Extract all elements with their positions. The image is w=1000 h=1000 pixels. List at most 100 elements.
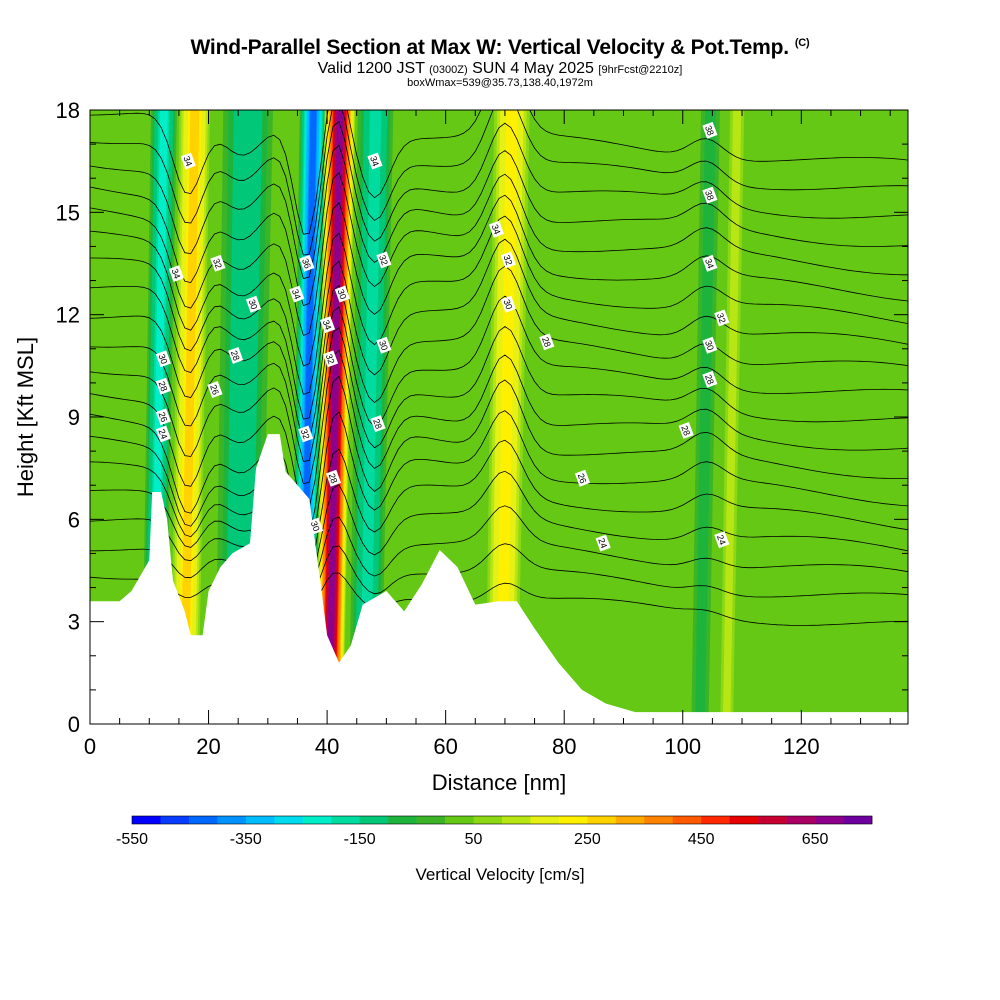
- contour-label-text: 28: [327, 472, 340, 485]
- contour-label-text: 34: [490, 223, 503, 236]
- contour-label-text: 34: [321, 318, 334, 331]
- contour-label-bg: [702, 370, 718, 388]
- contour-label-bg: [500, 295, 516, 313]
- contour-label-bg: [155, 425, 171, 443]
- contour-label-bg: [714, 531, 730, 549]
- colorbar-swatch-17: [615, 816, 645, 824]
- colorbar-swatch-19: [672, 816, 702, 824]
- contour-label-bg: [168, 265, 184, 282]
- y-tick-label: 6: [68, 507, 80, 532]
- contour-label-bg: [289, 285, 305, 303]
- contour-label-bg: [702, 336, 718, 354]
- colorbar-swatch-9: [388, 816, 417, 824]
- contour-label-21: 28: [370, 415, 386, 433]
- theta-contour-line-2: [90, 505, 908, 593]
- colorbar-swatch-3: [217, 816, 247, 824]
- velocity-band-8-level-1: [722, 110, 742, 724]
- y-axis-label: Height [Kft MSL]: [13, 337, 38, 497]
- colorbar-swatch-18: [644, 816, 674, 824]
- contour-label-text: 28: [540, 336, 553, 349]
- theta-contour-line-11: [90, 238, 908, 420]
- colorbar-swatch-2: [188, 816, 218, 824]
- contour-label-26: 26: [574, 469, 591, 487]
- colorbar-swatch-20: [701, 816, 730, 824]
- contour-label-bg: [228, 346, 244, 364]
- contour-label-8: 26: [155, 408, 171, 426]
- contour-label-text: 34: [169, 267, 182, 280]
- colorbar-swatch-24: [815, 816, 844, 824]
- contour-label-text: 24: [715, 533, 728, 546]
- theta-contour-line-8: [90, 326, 908, 485]
- terrain-mask: [90, 434, 908, 724]
- contour-label-6: 30: [155, 350, 171, 368]
- contour-label-bg: [245, 295, 262, 313]
- colorbar-swatch-0: [132, 816, 161, 824]
- contour-label-text: 28: [156, 380, 169, 393]
- x-tick-label: 40: [315, 734, 339, 759]
- contour-label-22: 34: [488, 220, 505, 238]
- contour-label-text: 34: [368, 155, 381, 168]
- contour-label-bg: [367, 152, 383, 170]
- contour-label-bg: [702, 254, 718, 272]
- contour-label-bg: [325, 469, 342, 487]
- contour-label-10: 36: [299, 254, 315, 272]
- y-tick-label: 15: [56, 200, 80, 225]
- contour-label-text: 34: [290, 288, 303, 301]
- colorbar-swatch-14: [530, 816, 560, 824]
- contour-label-19: 32: [376, 251, 392, 269]
- theta-contour-line-16: [90, 120, 908, 280]
- contour-label-text: 28: [371, 417, 384, 430]
- contour-label-bg: [298, 425, 314, 443]
- contour-label-16: 28: [325, 469, 342, 487]
- contour-label-text: 30: [703, 339, 716, 352]
- contour-label-30: 34: [702, 254, 718, 272]
- colorbar-frame: [131, 815, 873, 825]
- contour-label-7: 28: [155, 377, 171, 395]
- colorbar-swatch-25: [843, 816, 873, 824]
- contour-label-35: 24: [714, 531, 730, 549]
- y-tick-label: 18: [56, 98, 80, 123]
- theta-contour-line-13: [90, 194, 908, 367]
- contour-label-text: 24: [156, 428, 169, 441]
- contour-label-15: 32: [298, 425, 314, 443]
- colorbar-tick-label: 450: [688, 831, 715, 848]
- contour-label-bg: [155, 350, 171, 368]
- theta-contour-line-4: [90, 439, 908, 572]
- theta-contour-line-18: [90, 110, 908, 235]
- contour-label-bg: [323, 350, 339, 368]
- contour-label-text: 24: [596, 537, 609, 550]
- contour-label-27: 24: [595, 534, 611, 552]
- contour-label-33: 28: [702, 370, 718, 388]
- x-tick-label: 60: [433, 734, 457, 759]
- y-tick-label: 0: [68, 712, 80, 737]
- colorbar-swatch-10: [416, 816, 446, 824]
- contour-label-text: 38: [703, 124, 716, 137]
- colorbar-swatch-7: [331, 816, 360, 824]
- x-axis-label: Distance [nm]: [432, 770, 567, 795]
- contour-label-bg: [180, 152, 196, 170]
- theta-contour-line-17: [90, 110, 908, 256]
- contour-label-20: 30: [376, 336, 392, 354]
- theta-contour-line-7: [90, 349, 908, 510]
- contour-label-bg: [376, 251, 392, 269]
- chart-title: Wind-Parallel Section at Max W: Vertical…: [0, 36, 1000, 60]
- x-tick-label: 120: [783, 734, 820, 759]
- contour-label-34: 28: [678, 421, 694, 439]
- theta-contour-line-3: [90, 470, 908, 584]
- contour-label-2: 32: [210, 254, 226, 272]
- contour-label-text: 30: [335, 288, 348, 301]
- contour-label-text: 34: [181, 155, 194, 168]
- contour-label-text: 36: [300, 257, 313, 270]
- contour-label-text: 38: [703, 189, 716, 202]
- box-info: boxWmax=539@35.73,138.40,1972m: [407, 77, 593, 89]
- colorbar-tick-label: 50: [465, 831, 483, 848]
- contour-label-bg: [320, 316, 336, 334]
- y-tick-label: 9: [68, 405, 80, 430]
- colorbar-tick-label: -350: [230, 831, 262, 848]
- contour-label-text: 30: [247, 298, 260, 311]
- contour-label-text: 26: [208, 383, 221, 396]
- theta-contour-line-9: [90, 295, 908, 462]
- colorbar-tick-label: 250: [574, 831, 601, 848]
- x-tick-label: 80: [552, 734, 576, 759]
- theta-contour-line-6: [90, 375, 908, 539]
